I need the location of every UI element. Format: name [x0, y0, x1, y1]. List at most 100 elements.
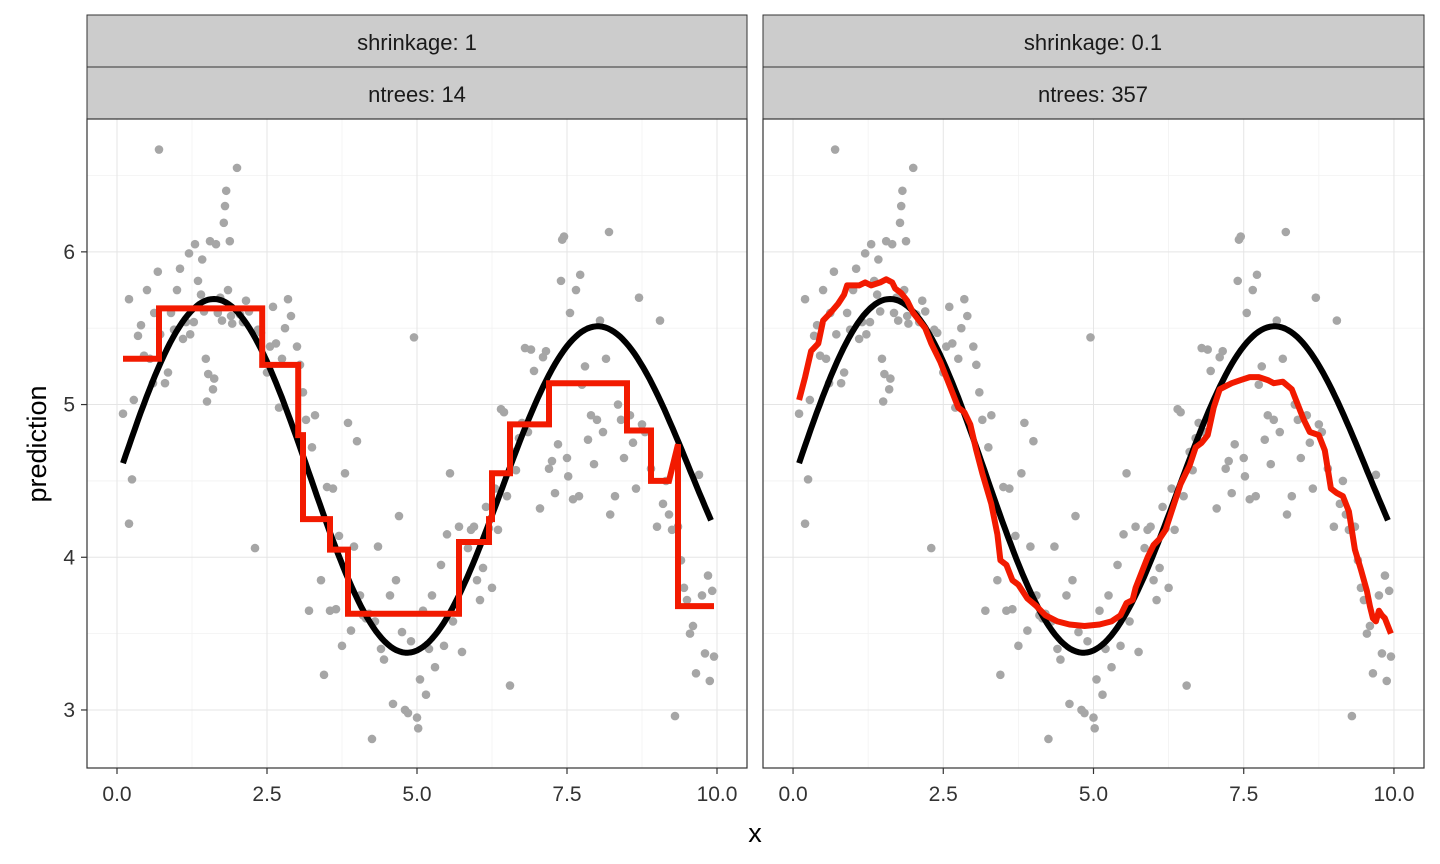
data-point — [1113, 560, 1122, 570]
data-point — [1251, 491, 1261, 501]
data-point — [1014, 641, 1023, 651]
data-point — [1098, 690, 1107, 700]
data-point — [872, 290, 882, 299]
data-point — [1119, 530, 1128, 539]
data-point — [209, 374, 219, 383]
data-point — [1239, 453, 1249, 463]
data-point — [960, 294, 969, 304]
data-point — [271, 339, 281, 348]
data-point — [652, 522, 662, 532]
data-point — [541, 346, 551, 356]
data-point — [397, 627, 407, 637]
x-tick-label: 7.5 — [552, 783, 581, 806]
data-point — [926, 543, 936, 553]
data-point — [610, 491, 620, 501]
data-point — [865, 317, 875, 327]
data-point — [1311, 293, 1321, 302]
data-point — [1158, 502, 1167, 512]
data-point — [901, 236, 911, 246]
data-point — [511, 465, 521, 475]
data-point — [1230, 439, 1240, 449]
data-point — [963, 311, 972, 321]
data-point — [1131, 522, 1140, 532]
data-point — [866, 239, 876, 249]
data-point — [898, 186, 907, 196]
data-point — [707, 586, 717, 596]
data-point — [403, 708, 413, 718]
data-point — [1362, 629, 1372, 638]
data-point — [1029, 436, 1038, 446]
data-point — [800, 519, 810, 528]
data-point — [1050, 542, 1059, 551]
data-point — [896, 201, 906, 211]
data-point — [283, 294, 293, 304]
strip-top-label: shrinkage: 0.1 — [1024, 30, 1162, 55]
data-point — [889, 308, 899, 318]
data-point — [1140, 543, 1149, 553]
data-point — [1107, 662, 1116, 672]
data-point — [280, 323, 290, 333]
data-point — [481, 502, 491, 512]
data-point — [505, 681, 515, 690]
data-point — [1380, 571, 1390, 580]
data-point — [189, 317, 199, 327]
data-point — [328, 484, 338, 493]
data-point — [605, 510, 615, 519]
data-point — [830, 145, 840, 154]
data-point — [241, 296, 251, 306]
data-point — [310, 410, 320, 420]
data-point — [595, 316, 605, 325]
data-point — [920, 307, 930, 316]
data-point — [292, 342, 302, 351]
data-point — [895, 218, 905, 228]
x-axis-ticks: 0.0 2.5 5.0 7.5 10.0 — [778, 768, 1414, 806]
data-point — [1287, 491, 1297, 501]
data-point — [616, 415, 626, 425]
data-point — [136, 320, 146, 330]
x-tick-label: 0.0 — [778, 783, 807, 806]
data-point — [1065, 699, 1074, 709]
data-point — [1164, 583, 1173, 593]
data-point — [221, 186, 231, 196]
data-point — [307, 443, 317, 452]
data-point — [1062, 591, 1071, 600]
data-point — [981, 606, 990, 616]
data-point — [1170, 525, 1179, 535]
data-point — [197, 255, 207, 264]
data-point — [886, 374, 895, 383]
data-point — [475, 595, 485, 605]
data-point — [1338, 476, 1348, 486]
data-point — [1090, 723, 1100, 733]
x-axis-title: x — [748, 818, 762, 848]
data-point — [1053, 644, 1062, 654]
data-point — [1167, 484, 1176, 493]
data-point — [1176, 407, 1185, 417]
data-point — [953, 354, 963, 364]
data-point — [160, 378, 170, 388]
data-point — [227, 319, 237, 328]
data-point — [1089, 713, 1098, 722]
data-point — [604, 227, 614, 237]
data-point — [1266, 459, 1276, 469]
data-point — [679, 583, 689, 593]
data-point — [709, 652, 719, 661]
strip-bottom-background — [86, 66, 748, 120]
data-point — [334, 531, 344, 541]
data-point — [373, 542, 383, 551]
data-point — [1026, 542, 1035, 551]
data-point — [880, 369, 889, 379]
data-point — [996, 670, 1005, 680]
data-point — [535, 504, 545, 513]
data-point — [1005, 484, 1014, 493]
data-point — [1152, 595, 1161, 605]
data-point — [700, 649, 710, 658]
data-point — [619, 453, 629, 463]
data-point — [268, 302, 278, 312]
data-point — [1347, 711, 1357, 721]
data-point — [987, 410, 996, 420]
data-point — [1314, 420, 1324, 429]
data-point — [670, 711, 680, 721]
x-tick-label: 0.0 — [102, 783, 131, 806]
data-point — [874, 255, 883, 264]
data-point — [1221, 464, 1230, 473]
